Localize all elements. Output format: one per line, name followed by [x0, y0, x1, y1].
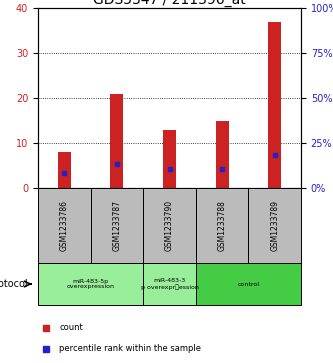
Text: miR-483-5p
overexpression: miR-483-5p overexpression: [67, 278, 115, 289]
Bar: [248, 188, 301, 263]
Bar: [110, 94, 124, 188]
Text: control: control: [237, 281, 259, 286]
Bar: [38, 188, 91, 263]
Text: GSM1233788: GSM1233788: [217, 200, 226, 251]
Text: GSM1233790: GSM1233790: [165, 200, 174, 251]
Bar: [196, 188, 248, 263]
Text: GSM1233786: GSM1233786: [60, 200, 69, 251]
Bar: [38, 263, 143, 305]
Bar: [58, 152, 71, 188]
Title: GDS5347 / 211396_at: GDS5347 / 211396_at: [93, 0, 246, 7]
Text: percentile rank within the sample: percentile rank within the sample: [59, 344, 201, 353]
Bar: [143, 188, 196, 263]
Text: GSM1233787: GSM1233787: [113, 200, 122, 251]
Bar: [215, 121, 229, 188]
Bar: [143, 263, 196, 305]
Text: protocol: protocol: [0, 279, 28, 289]
Bar: [163, 130, 176, 188]
Bar: [268, 21, 281, 188]
Bar: [196, 263, 301, 305]
Text: GSM1233789: GSM1233789: [270, 200, 279, 251]
Bar: [91, 188, 143, 263]
Text: miR-483-3
p overexpression: miR-483-3 p overexpr ession: [141, 278, 198, 290]
Text: count: count: [59, 323, 83, 333]
